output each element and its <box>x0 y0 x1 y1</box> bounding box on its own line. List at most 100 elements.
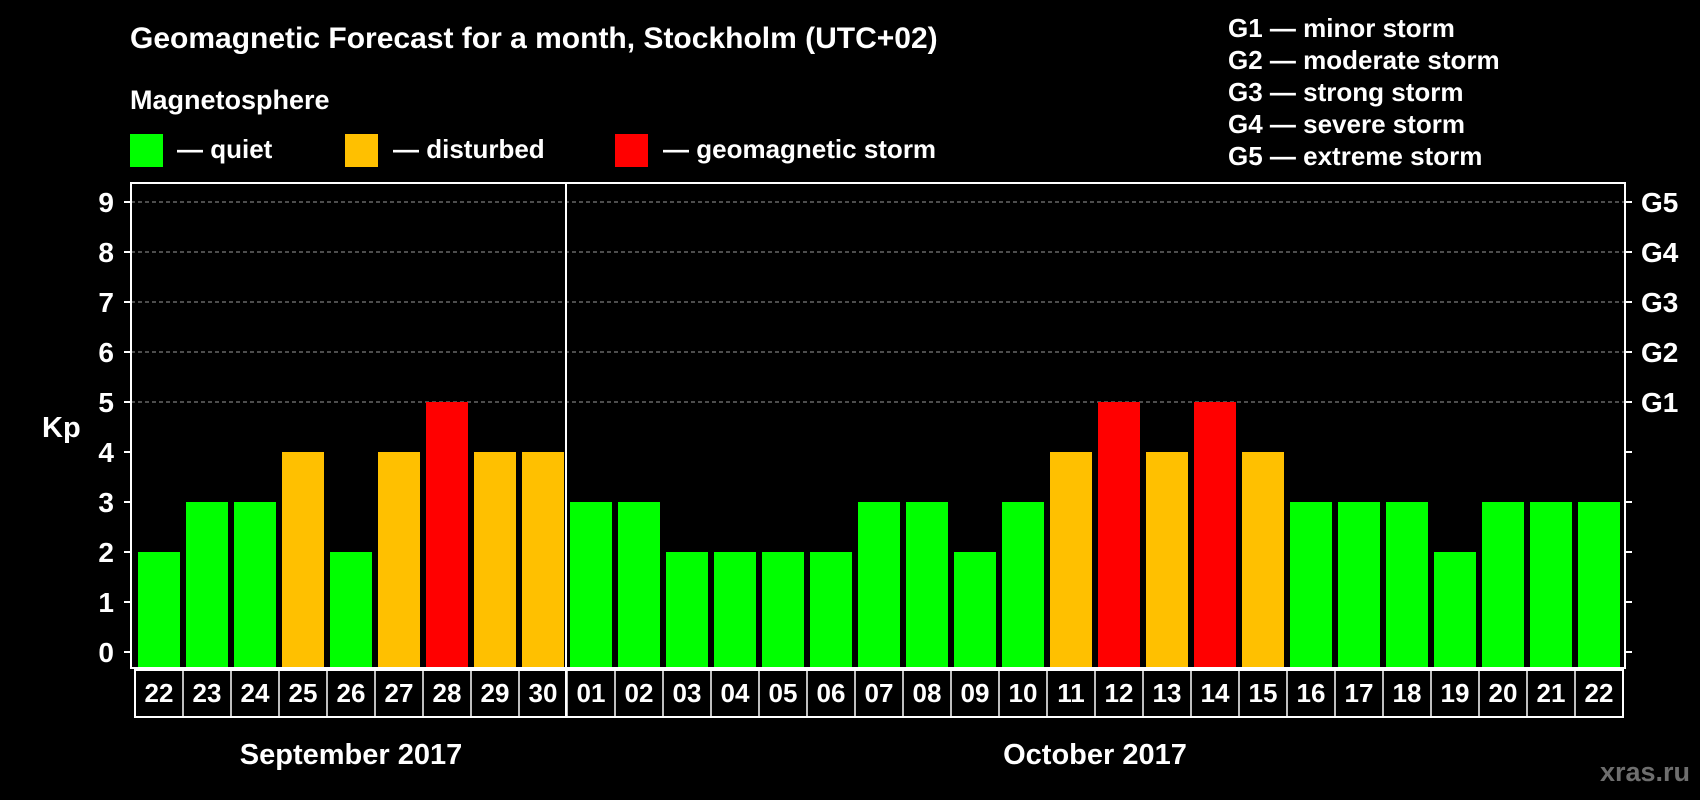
month-labels: September 2017 October 2017 <box>240 739 1187 771</box>
bar-27 <box>1386 502 1428 668</box>
bar-10 <box>570 502 612 668</box>
bar-24 <box>1242 452 1284 668</box>
bar-7 <box>426 402 468 668</box>
y-tick-label-4: 4 <box>98 437 114 468</box>
bar-6 <box>378 452 420 668</box>
day-label-25: 16 <box>1297 678 1326 708</box>
day-row-frame <box>134 669 1624 718</box>
legend-swatch-quiet <box>130 134 163 167</box>
legend-label-storm: — geomagnetic storm <box>663 134 936 164</box>
right-tick-label-g3: G3 <box>1641 287 1678 318</box>
day-label-7: 28 <box>433 678 462 708</box>
day-label-10: 01 <box>577 678 606 708</box>
bar-29 <box>1482 502 1524 668</box>
day-labels: 22 23 24 25 26 27 28 29 30 01 02 03 04 05 06 07 08 09 10 11… <box>134 669 1624 718</box>
day-label-17: 08 <box>913 678 942 708</box>
bar-4 <box>282 452 324 668</box>
bar-23 <box>1194 402 1236 668</box>
day-label-16: 07 <box>865 678 894 708</box>
y-axis-label: Kp <box>42 412 81 444</box>
month-label-2: October 2017 <box>1003 739 1187 771</box>
day-label-6: 27 <box>385 678 414 708</box>
y-tick-label-6: 6 <box>98 337 114 368</box>
right-tick-label-g4: G4 <box>1641 237 1679 268</box>
storm-level-g5: G5 — extreme storm <box>1228 141 1482 171</box>
bar-20 <box>1050 452 1092 668</box>
storm-level-g2: G2 — moderate storm <box>1228 45 1500 75</box>
chart-title: Geomagnetic Forecast for a month, Stockh… <box>130 22 938 55</box>
day-label-8: 29 <box>481 678 510 708</box>
day-label-11: 02 <box>625 678 654 708</box>
y-tick-label-7: 7 <box>98 287 114 318</box>
y-tick-label-3: 3 <box>98 487 114 518</box>
day-label-24: 15 <box>1249 678 1278 708</box>
chart-subtitle: Magnetosphere <box>130 85 330 115</box>
y-ticks: 0 1 2 3 4 5 6 7 8 9 <box>98 187 131 668</box>
y-tick-label-9: 9 <box>98 187 114 218</box>
day-label-20: 11 <box>1057 678 1085 708</box>
day-label-27: 18 <box>1393 678 1422 708</box>
legend-swatch-disturbed <box>345 134 378 167</box>
grid-lines <box>131 201 1625 403</box>
day-label-26: 17 <box>1345 678 1374 708</box>
y-tick-label-0: 0 <box>98 637 114 668</box>
bar-3 <box>234 502 276 668</box>
day-label-14: 05 <box>769 678 798 708</box>
day-label-3: 24 <box>241 678 270 708</box>
right-ticks: G1 G2 G3 G4 G5 <box>1625 187 1679 653</box>
bar-31 <box>1578 502 1620 668</box>
day-label-2: 23 <box>193 678 222 708</box>
bar-9 <box>522 452 564 668</box>
bar-16 <box>858 502 900 668</box>
bar-17 <box>906 502 948 668</box>
day-label-1: 22 <box>145 678 174 708</box>
bar-2 <box>186 502 228 668</box>
day-label-22: 13 <box>1153 678 1182 708</box>
bar-15 <box>810 552 852 668</box>
storm-level-legend: G1 — minor storm G2 — moderate storm G3 … <box>1228 13 1500 171</box>
watermark: xras.ru <box>1600 757 1690 787</box>
bar-11 <box>618 502 660 668</box>
bar-5 <box>330 552 372 668</box>
bar-8 <box>474 452 516 668</box>
storm-level-g4: G4 — severe storm <box>1228 109 1465 139</box>
y-tick-label-8: 8 <box>98 237 114 268</box>
day-label-5: 26 <box>337 678 366 708</box>
bar-22 <box>1146 452 1188 668</box>
bar-18 <box>954 552 996 668</box>
day-label-23: 14 <box>1201 678 1230 708</box>
day-label-13: 04 <box>721 678 750 708</box>
day-label-21: 12 <box>1105 678 1134 708</box>
day-label-18: 09 <box>961 678 990 708</box>
legend-label-disturbed: — disturbed <box>393 134 545 164</box>
bar-12 <box>666 552 708 668</box>
month-label-1: September 2017 <box>240 739 462 771</box>
right-tick-label-g5: G5 <box>1641 187 1678 218</box>
bar-1 <box>138 552 180 668</box>
legend: — quiet — disturbed — geomagnetic storm <box>130 134 936 167</box>
day-label-19: 10 <box>1009 678 1038 708</box>
day-label-29: 20 <box>1489 678 1518 708</box>
day-label-4: 25 <box>289 678 318 708</box>
plot-frame <box>130 182 1626 669</box>
day-label-12: 03 <box>673 678 702 708</box>
bar-21 <box>1098 402 1140 668</box>
right-tick-label-g2: G2 <box>1641 337 1678 368</box>
bar-26 <box>1338 502 1380 668</box>
bar-19 <box>1002 502 1044 668</box>
storm-level-g3: G3 — strong storm <box>1228 77 1463 107</box>
storm-level-g1: G1 — minor storm <box>1228 13 1455 43</box>
day-label-28: 19 <box>1441 678 1470 708</box>
y-tick-label-2: 2 <box>98 537 114 568</box>
y-tick-label-1: 1 <box>98 587 114 618</box>
bar-14 <box>762 552 804 668</box>
bar-13 <box>714 552 756 668</box>
bar-25 <box>1290 502 1332 668</box>
legend-label-quiet: — quiet <box>177 134 273 164</box>
legend-swatch-storm <box>615 134 648 167</box>
day-label-31: 22 <box>1585 678 1614 708</box>
bar-28 <box>1434 552 1476 668</box>
right-tick-label-g1: G1 <box>1641 387 1678 418</box>
y-tick-label-5: 5 <box>98 387 114 418</box>
